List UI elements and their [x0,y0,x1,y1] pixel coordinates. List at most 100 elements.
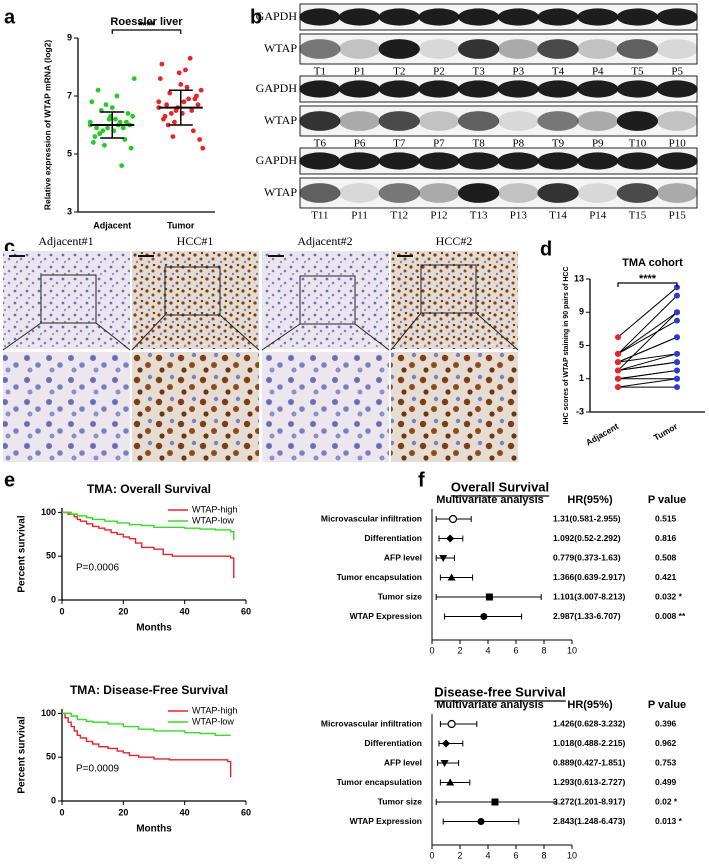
blot-band [338,80,381,98]
x-tick-label: Tumor [652,421,680,443]
blot-band [458,111,500,131]
data-point [674,375,680,382]
blot-row-label: WTAP [264,41,297,55]
blot-band [299,152,341,170]
hr-text: 2.987(1.33-6.707) [553,611,621,621]
y-tick-label: 5 [67,148,72,158]
zoom-box [420,264,477,314]
ihc-label: HCC#1 [177,234,214,248]
row-label: Tumor encapsulation [337,572,422,582]
blot-lane-label: T11 [311,210,328,222]
blot-band [458,183,500,203]
significance: **** [138,20,156,32]
hr-marker [447,719,456,729]
ihc-zoom-image [391,352,518,462]
blot-band [299,111,341,131]
p-value: 0.816 [655,533,677,543]
hr-text: 0.889(0.427-1.851) [553,757,625,767]
x-tick-label: 20 [118,807,128,817]
data-point [114,93,120,99]
blot-band [378,80,420,98]
blot-band [656,111,698,131]
data-point [128,145,134,151]
blot-band [458,8,500,26]
panel-label: f [418,469,425,491]
data-point [112,116,118,122]
annotation: P=0.0009 [76,764,120,775]
blot-row-label: GAPDH [256,153,298,167]
data-point [92,134,98,140]
blot-band [577,8,619,26]
blot-band [616,111,659,131]
hr-marker [439,555,448,562]
sd-whisker [100,111,125,139]
blot-lane-label: P6 [354,138,366,150]
blot-lane-label: P14 [589,210,607,222]
hr-text: 1.018(0.488-2.215) [553,738,625,748]
data-point [187,55,193,61]
y-axis-label: IHC scores of WTAP staining in 90 pairs … [563,266,570,424]
data-point [123,119,129,125]
zoom-line [475,312,519,351]
hr-marker [480,613,488,620]
row-label: AFP level [384,552,422,562]
y-tick-label: 9 [67,32,72,42]
data-point [674,367,680,374]
y-tick-label: 5 [579,340,584,350]
y-tick-label: 100 [41,507,56,517]
x-tick-label: 0 [429,645,434,655]
blot-band [537,152,579,170]
blot-lane-label: T10 [629,138,647,150]
ihc-zoom-image [132,352,259,462]
x-axis-label: Months [136,623,172,634]
y-tick-label: -3 [576,406,584,416]
y-tick-label: 1 [579,373,584,383]
p-value: 0.499 [655,777,677,787]
x-tick-label: 6 [513,850,518,860]
pair-line [617,311,678,355]
blot-band [378,8,420,26]
blot-lane-label: T2 [393,66,405,78]
blot-lane-label: P13 [510,210,528,222]
blot-band [338,8,381,26]
hr-text: 1.31(0.581-2.955) [553,513,621,523]
column-header: Multivariate analysis [436,494,544,506]
blot-band [577,39,619,59]
blot-band [418,152,460,170]
row-label: Tumor size [378,796,423,806]
blot-band [577,111,619,131]
zoom-line [131,314,166,351]
blot-band [577,183,619,203]
x-tick-label: 10 [567,645,577,655]
row-label: Differentiation [364,533,422,543]
pair-line [617,369,678,380]
chart-title: Disease-free Survival [434,684,566,699]
data-point [674,359,680,366]
annotation: P=0.0006 [76,563,120,574]
panel-label: c [4,236,15,258]
hr-text: 1.366(0.639-2.917) [553,572,625,582]
data-point [119,163,125,169]
blot-lane-label: P10 [669,138,687,150]
data-point [101,142,107,148]
p-value: 0.508 [655,552,677,562]
data-point [674,334,680,341]
data-point [90,140,96,145]
blot-band [338,39,381,59]
ihc-zoom-image [3,352,130,462]
zoom-line [219,314,260,351]
data-point [131,76,137,81]
survival-curve [62,511,235,541]
blot-band [299,39,341,59]
data-point [100,128,106,134]
pair-line [617,378,678,388]
blot-lane-label: P1 [354,66,366,78]
p-value: 0.02 * [655,796,678,806]
data-point [125,111,131,116]
row-label: Tumor encapsulation [337,777,422,787]
blot-band [616,183,659,203]
y-axis-label: Percent survival [17,716,28,793]
data-point [168,111,174,116]
y-tick-label: 0 [51,594,56,604]
data-point [674,284,680,291]
